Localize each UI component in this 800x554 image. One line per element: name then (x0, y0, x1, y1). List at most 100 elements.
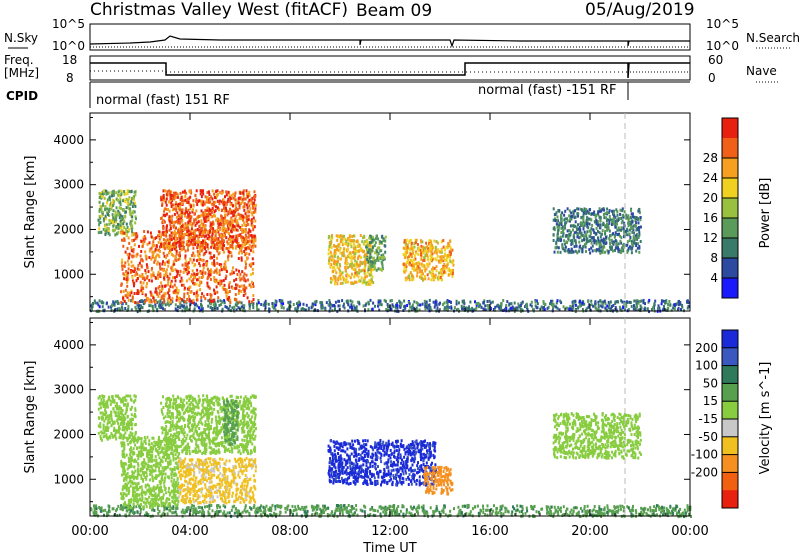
echo-cell (209, 305, 212, 309)
echo-cell (122, 222, 125, 226)
echo-cell (169, 227, 172, 231)
echo-cell (221, 247, 224, 251)
echo-cell (496, 303, 499, 307)
echo-cell (612, 222, 615, 225)
echo-cell (272, 302, 275, 306)
echo-cell (557, 209, 560, 213)
echo-cell (206, 230, 209, 234)
echo-cell (143, 230, 146, 233)
echo-cell (623, 302, 626, 306)
echo-cell (182, 271, 185, 274)
echo-cell (162, 220, 165, 224)
echo-cell (220, 236, 223, 239)
echo-cell (200, 195, 203, 199)
echo-cell (239, 197, 242, 201)
echo-cell (207, 200, 210, 204)
echo-cell (263, 301, 266, 305)
echo-cell (141, 290, 144, 294)
echo-cell (250, 240, 253, 244)
echo-cell (351, 261, 353, 265)
echo-cell (126, 293, 129, 297)
echo-cell (177, 204, 179, 208)
echo-cell (349, 305, 352, 309)
echo-cell (229, 196, 232, 200)
echo-cell (231, 245, 234, 249)
echo-cell (474, 300, 476, 304)
echo-cell (126, 280, 129, 284)
echo-cell (629, 228, 631, 232)
echo-cell (248, 210, 251, 214)
echo-cell (424, 248, 427, 252)
echo-cell (201, 259, 204, 263)
echo-cell (542, 300, 545, 304)
echo-cell (610, 223, 613, 226)
echo-cell (127, 304, 130, 308)
echo-cell (601, 305, 604, 309)
echo-cell (638, 211, 641, 215)
echo-cell (162, 238, 165, 242)
echo-cell (578, 300, 581, 303)
echo-cell (427, 258, 430, 262)
echo-cell (521, 505, 524, 509)
echo-cell (125, 278, 128, 281)
echo-cell (633, 231, 636, 235)
echo-cell (152, 271, 155, 275)
echo-cell (127, 298, 130, 302)
echo-cell (216, 290, 219, 294)
echo-cell (202, 233, 205, 237)
echo-cell (447, 262, 449, 266)
echo-cell (555, 242, 558, 246)
echo-cell (190, 273, 193, 277)
echo-cell (186, 265, 189, 269)
echo-cell (115, 206, 118, 210)
echo-cell (178, 244, 181, 248)
echo-cell (132, 238, 135, 242)
echo-cell (406, 261, 409, 265)
echo-cell (254, 219, 257, 223)
echo-cell (378, 240, 381, 243)
echo-cell (443, 301, 446, 305)
echo-cell (603, 506, 606, 510)
echo-cell (593, 241, 596, 245)
echo-cell (609, 234, 612, 238)
echo-cell (415, 308, 418, 312)
echo-cell (597, 305, 600, 309)
echo-cell (339, 269, 342, 273)
echo-cell (435, 269, 438, 273)
echo-cell (216, 199, 219, 203)
echo-cell (418, 262, 421, 266)
echo-cell (349, 299, 352, 303)
echo-cell (525, 305, 528, 308)
echo-cell (353, 243, 356, 247)
echo-cell (422, 272, 424, 276)
cpid-label: CPID (6, 89, 38, 103)
echo-cell (233, 504, 236, 508)
echo-cell (592, 304, 595, 308)
echo-cell (248, 263, 251, 267)
echo-cell (192, 236, 195, 239)
echo-cell (252, 206, 255, 210)
echo-cell (145, 298, 148, 302)
echo-cell (371, 307, 374, 311)
echo-cell (205, 215, 208, 219)
echo-cell (170, 234, 173, 238)
echo-cell (368, 248, 371, 252)
echo-cell (243, 289, 246, 292)
echo-cell (297, 504, 300, 508)
echo-cell (598, 507, 601, 511)
echo-cell (405, 238, 408, 242)
echo-cell (389, 306, 392, 310)
echo-cell (129, 202, 132, 206)
echo-cell (144, 271, 147, 275)
echo-cell (404, 242, 407, 246)
echo-cell (333, 266, 336, 270)
echo-cell (337, 235, 340, 239)
echo-cell (412, 306, 415, 310)
echo-cell (200, 299, 203, 303)
echo-cell (338, 257, 341, 261)
echo-cell (415, 265, 418, 269)
echo-cell (116, 193, 119, 197)
echo-cell (625, 229, 627, 233)
echo-cell (184, 222, 187, 226)
echo-cell (224, 305, 227, 309)
